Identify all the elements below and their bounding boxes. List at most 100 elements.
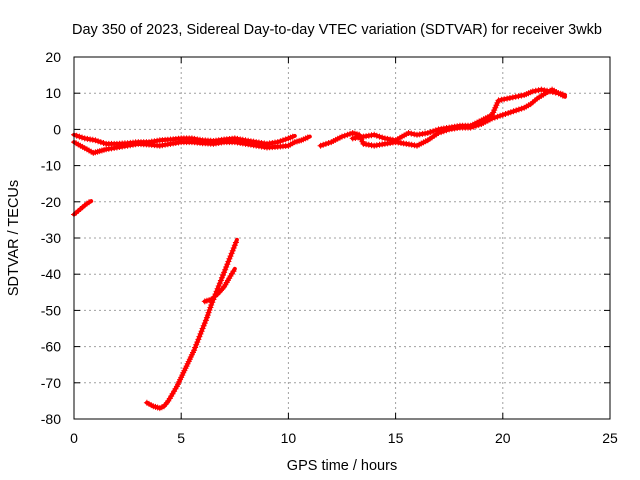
- x-tick-label: 5: [177, 430, 185, 446]
- grid: [74, 57, 610, 419]
- data-point: [501, 96, 508, 103]
- data-point: [201, 320, 208, 327]
- data-point: [195, 336, 202, 343]
- data-point: [408, 130, 415, 137]
- data-point: [229, 247, 236, 254]
- x-tick-label: 25: [602, 430, 618, 446]
- data-point: [198, 328, 205, 335]
- data-point: [504, 95, 511, 102]
- data-point: [192, 344, 199, 351]
- data-point: [507, 109, 514, 116]
- data-point: [498, 96, 505, 103]
- data-point: [221, 269, 228, 276]
- data-point: [232, 239, 239, 246]
- data-point: [559, 92, 566, 99]
- data-point: [79, 134, 85, 141]
- data-point: [532, 87, 539, 94]
- data-point: [73, 132, 80, 139]
- y-tick-label: -30: [41, 230, 61, 246]
- data-point: [529, 88, 536, 95]
- data-point: [515, 93, 522, 100]
- data-point: [379, 134, 386, 141]
- x-tick-label: 10: [281, 430, 297, 446]
- data-point: [325, 140, 332, 146]
- data-point: [205, 309, 212, 316]
- data-point: [228, 250, 235, 257]
- data-point: [277, 138, 284, 145]
- data-point: [371, 131, 378, 138]
- data-point: [411, 131, 418, 138]
- data-point: [497, 112, 504, 119]
- data-point: [225, 258, 232, 265]
- plot-frame: [73, 56, 611, 420]
- data-point: [222, 266, 229, 273]
- data-point: [191, 347, 198, 354]
- y-tick-label: -10: [41, 158, 61, 174]
- data-point: [223, 264, 230, 270]
- data-point: [220, 272, 226, 279]
- data-point: [194, 339, 201, 346]
- data-point: [373, 132, 380, 139]
- data-point: [289, 133, 296, 140]
- y-tick-label: 20: [45, 49, 61, 65]
- data-point: [231, 242, 238, 249]
- y-tick-label: -50: [41, 302, 61, 318]
- data-point: [427, 129, 434, 136]
- data-series-2: [71, 131, 297, 147]
- data-point: [317, 142, 324, 149]
- y-tick-label: -70: [41, 375, 61, 391]
- data-point: [92, 137, 99, 144]
- data-point: [274, 139, 281, 146]
- data-point: [216, 280, 223, 287]
- data-point: [499, 111, 506, 118]
- data-point: [226, 255, 233, 262]
- data-point: [320, 141, 327, 148]
- data-point: [76, 133, 83, 140]
- data-point: [202, 317, 209, 324]
- data-series-4: [349, 86, 567, 144]
- data-point: [509, 94, 516, 101]
- data-point: [344, 131, 351, 138]
- data-point: [506, 95, 513, 101]
- x-axis-label: GPS time / hours: [287, 458, 397, 474]
- data-point: [339, 133, 345, 140]
- data-point: [200, 322, 207, 329]
- data-point: [376, 133, 383, 140]
- data-point: [218, 274, 225, 281]
- data-point: [538, 86, 545, 93]
- data-point: [502, 111, 509, 117]
- data-point: [495, 97, 502, 104]
- data-point: [215, 283, 222, 289]
- data-point: [341, 132, 348, 139]
- series-track: [350, 87, 567, 143]
- data-point: [505, 110, 512, 117]
- data-series-7: [201, 266, 237, 305]
- y-tick-label: 0: [53, 121, 61, 137]
- data-points: [71, 86, 567, 412]
- axis-ticks: 0 5 10 15 20 25 20 10 0 -10 -20 -30 -40 -50 -60 -70 -80: [41, 49, 618, 446]
- data-point: [230, 245, 237, 251]
- x-tick-label: 20: [495, 430, 511, 446]
- data-point: [224, 261, 231, 268]
- data-point: [196, 333, 203, 340]
- y-tick-label: -60: [41, 339, 61, 355]
- data-point: [491, 114, 498, 121]
- data-point: [304, 134, 311, 141]
- data-point: [86, 199, 92, 206]
- data-point: [322, 140, 329, 147]
- data-point: [208, 302, 215, 308]
- data-point: [405, 130, 412, 136]
- data-point: [282, 136, 289, 143]
- data-point: [518, 105, 525, 112]
- y-tick-label: -20: [41, 194, 61, 210]
- data-point: [280, 137, 286, 144]
- data-point: [512, 93, 519, 100]
- y-axis-label: SDTVAR / TECUs: [6, 180, 22, 296]
- y-tick-label: -80: [41, 411, 61, 427]
- data-point: [430, 128, 437, 135]
- data-point: [547, 88, 553, 95]
- data-point: [199, 325, 206, 332]
- data-point: [230, 268, 237, 275]
- data-point: [424, 130, 431, 136]
- data-point: [541, 87, 548, 94]
